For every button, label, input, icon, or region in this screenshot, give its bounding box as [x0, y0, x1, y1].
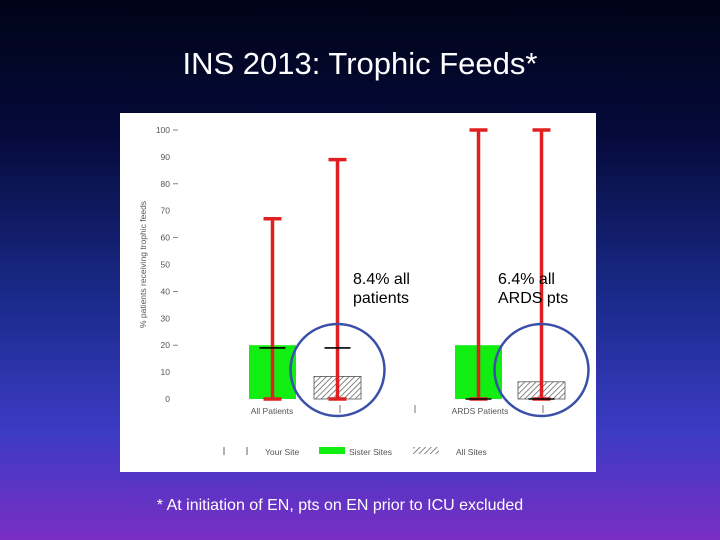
bar-chart: % patients receiving trophic feeds100908…: [138, 125, 590, 457]
y-tick-label: 80: [161, 179, 171, 189]
y-tick-label: 20: [161, 340, 171, 350]
legend-all-sites-swatch: [413, 447, 439, 454]
y-axis-label: % patients receiving trophic feeds: [138, 201, 148, 328]
legend-all-sites-label: All Sites: [456, 447, 487, 457]
slide-footnote: * At initiation of EN, pts on EN prior t…: [156, 497, 524, 514]
y-tick-label: 30: [161, 313, 171, 323]
highlight-circle: [289, 322, 386, 418]
y-tick-label: 40: [161, 286, 171, 296]
x-category-label: All Patients: [251, 406, 294, 416]
y-tick-label: 10: [161, 367, 171, 377]
legend-your-site-label: Your Site: [265, 447, 299, 457]
x-category-label: ARDS Patients: [452, 406, 509, 416]
y-tick-label: 90: [161, 152, 171, 162]
chart-panel: % patients receiving trophic feeds 100 90 8…: [120, 113, 596, 472]
callout-all-patients: 8.4% all patients: [353, 271, 410, 307]
callout-ards-pts: 6.4% all ARDS pts: [498, 271, 569, 307]
y-tick-label: 70: [161, 206, 171, 216]
highlight-circle: [493, 322, 590, 418]
y-tick-label: 100: [156, 125, 170, 135]
y-tick-label: 50: [161, 260, 171, 270]
slide-title: INS 2013: Trophic Feeds*: [182, 46, 538, 81]
y-tick-label: 60: [161, 233, 171, 243]
y-tick-label: 0: [165, 394, 170, 404]
legend-sister-sites-label: Sister Sites: [349, 447, 392, 457]
legend-sister-sites-swatch: [319, 447, 345, 454]
